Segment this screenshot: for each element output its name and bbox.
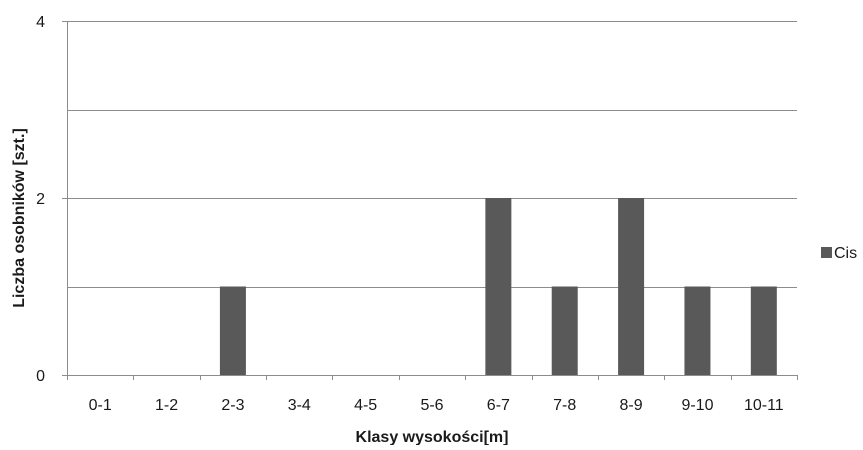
- legend-label-cis: Cis: [834, 245, 857, 262]
- y-tick-label: 0: [36, 368, 45, 385]
- bar-8-9: [618, 198, 644, 375]
- x-tick-label: 6-7: [487, 397, 510, 414]
- x-tick-label: 3-4: [288, 397, 311, 414]
- x-tick-label: 5-6: [420, 397, 443, 414]
- x-tick-label: 1-2: [155, 397, 178, 414]
- y-tick-labels: 0 2 4: [36, 14, 45, 385]
- x-tick-label: 8-9: [620, 397, 643, 414]
- legend: Cis: [821, 245, 857, 262]
- y-tick-label: 4: [36, 14, 45, 31]
- x-tick-label: 0-1: [89, 397, 112, 414]
- x-tick-labels: 0-1 1-2 2-3 3-4 4-5 5-6 6-7 7-8 8-9 9-10 10-11: [89, 397, 784, 414]
- x-tick-label: 7-8: [553, 397, 576, 414]
- x-tick-label: 2-3: [221, 397, 244, 414]
- y-axis-title: Liczba osobników [szt.]: [11, 128, 28, 308]
- bar-9-10: [684, 287, 710, 376]
- bar-2-3: [220, 287, 246, 376]
- x-tick-label: 4-5: [354, 397, 377, 414]
- bar-series-cis: [220, 198, 777, 375]
- gridlines: [67, 22, 797, 288]
- legend-swatch-cis: [821, 247, 832, 258]
- bar-7-8: [552, 287, 578, 376]
- y-tick-label: 2: [36, 191, 45, 208]
- x-tick-label: 9-10: [681, 397, 713, 414]
- x-tick-label: 10-11: [744, 397, 784, 414]
- x-axis-title: Klasy wysokości[m]: [356, 429, 509, 445]
- bar-10-11: [751, 287, 777, 376]
- bar-6-7: [485, 198, 511, 375]
